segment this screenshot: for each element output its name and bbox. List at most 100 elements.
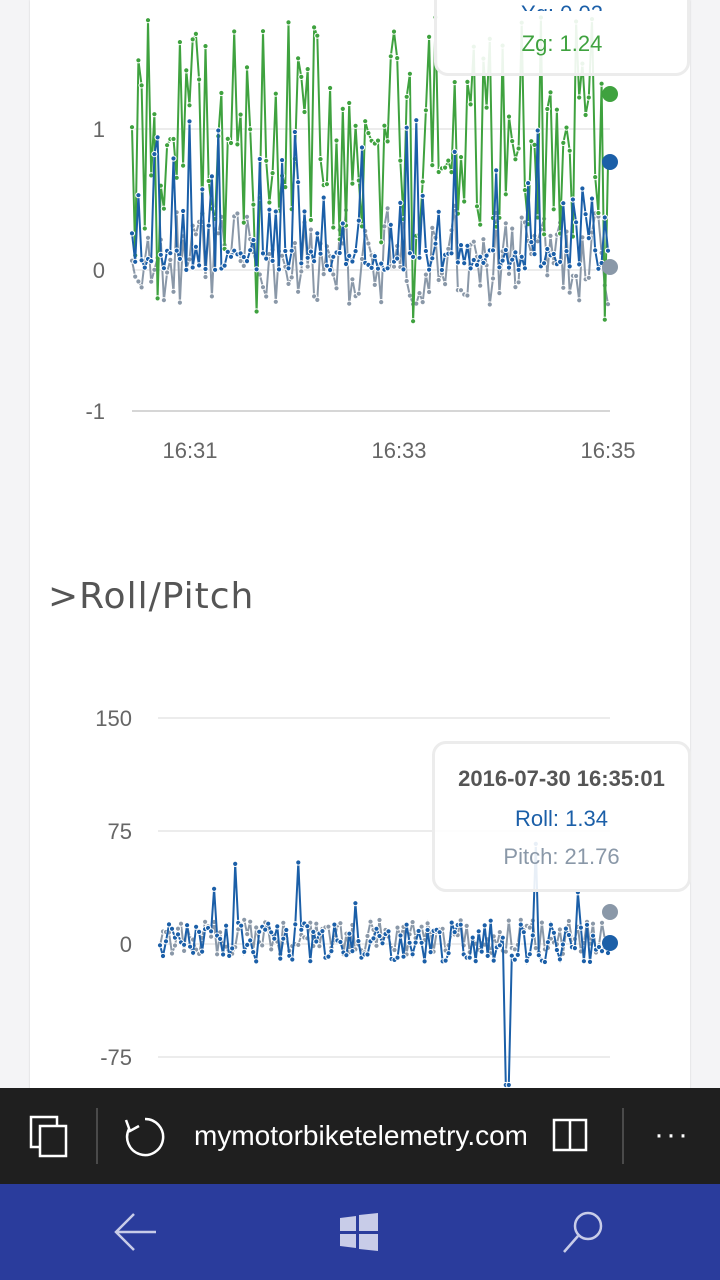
roll-point: [355, 938, 362, 945]
zg-point: [327, 84, 334, 92]
xg-point: [346, 300, 353, 307]
zg-point: [467, 101, 474, 108]
chart-tooltip: Yg: 0.02 Zg: 1.24: [434, 0, 690, 76]
yg-point: [400, 266, 407, 273]
roll-point: [174, 931, 182, 938]
xg-point: [135, 278, 142, 285]
address-bar-url[interactable]: mymotorbiketelemetry.com: [194, 1120, 526, 1151]
zg-point: [301, 108, 308, 116]
roll-point: [514, 951, 521, 959]
yg-point: [448, 250, 455, 257]
zg-point: [390, 28, 398, 35]
zg-point: [196, 76, 203, 83]
roll-point: [277, 955, 284, 962]
zg-point: [183, 67, 190, 74]
yg-point: [170, 155, 177, 162]
yg-point: [464, 242, 471, 249]
roll-point: [162, 938, 170, 945]
series-end-marker-xg: [602, 259, 618, 275]
yg-point: [240, 253, 247, 261]
roll-point: [517, 921, 524, 928]
yg-point: [157, 251, 164, 258]
x-tick-label: 16:31: [162, 438, 217, 463]
pitch-point: [202, 918, 209, 925]
zg-point: [585, 94, 592, 101]
xg-point: [457, 287, 465, 294]
zg-point: [406, 70, 413, 77]
yg-point: [419, 192, 426, 199]
yg-point: [291, 128, 298, 136]
xg-point: [480, 236, 487, 243]
zg-point: [550, 206, 557, 213]
yg-point: [336, 249, 343, 257]
yg-point: [528, 239, 535, 246]
roll-point: [190, 949, 197, 956]
yg-point: [473, 261, 481, 269]
roll-point: [211, 885, 218, 892]
tabs-icon[interactable]: [28, 1114, 70, 1160]
roll-point: [436, 929, 443, 936]
roll-point: [376, 932, 383, 940]
roll-pitch-chart: 150 75 0 -75: [95, 706, 618, 1089]
series-end-marker-pitch: [602, 904, 618, 920]
xg-point: [566, 289, 573, 296]
xg-point: [164, 269, 171, 276]
zg-point: [218, 89, 225, 97]
zg-point: [553, 106, 561, 113]
yg-point: [540, 260, 548, 267]
zg-point: [243, 64, 251, 71]
roll-point: [511, 956, 518, 963]
search-icon[interactable]: [560, 1208, 608, 1256]
zg-point: [141, 225, 148, 232]
refresh-icon[interactable]: [122, 1114, 168, 1160]
reading-view-icon[interactable]: [550, 1116, 594, 1156]
yg-point: [426, 266, 433, 273]
zg-point: [410, 318, 417, 325]
xg-point: [144, 234, 152, 241]
windows-logo-icon[interactable]: [338, 1212, 380, 1252]
pitch-point: [463, 922, 470, 930]
xg-point: [429, 224, 436, 231]
zg-point: [189, 36, 196, 43]
roll-point: [168, 925, 176, 932]
yg-point: [403, 124, 410, 131]
chart-tooltip: 2016-07-30 16:35:01 Roll: 1.34 Pitch: 21…: [432, 741, 691, 892]
yg-point: [544, 245, 551, 253]
roll-point: [337, 938, 344, 946]
zg-point: [442, 164, 449, 171]
yg-point: [192, 243, 199, 250]
zg-point: [304, 66, 311, 73]
zg-point: [135, 57, 142, 64]
zg-point: [362, 118, 369, 125]
xg-point: [288, 274, 295, 281]
roll-point: [307, 958, 314, 965]
zg-point: [563, 124, 570, 131]
pitch-point: [391, 946, 398, 954]
xg-point: [560, 284, 567, 291]
roll-point: [580, 958, 588, 965]
xg-point: [320, 271, 327, 278]
roll-point: [562, 925, 570, 932]
tooltip-roll-line: Roll: 1.34: [515, 806, 608, 831]
roll-point: [559, 941, 567, 948]
pitch-point: [373, 942, 380, 949]
more-menu-button[interactable]: ···: [654, 1118, 690, 1151]
roll-pitch-heading: >Roll/Pitch: [48, 576, 255, 617]
yg-point: [342, 260, 350, 268]
roll-point: [547, 921, 555, 928]
roll-point: [427, 949, 434, 956]
yg-point: [493, 167, 500, 174]
roll-point: [343, 952, 350, 959]
yg-point: [576, 261, 583, 268]
zg-point: [231, 28, 238, 35]
zg-point: [512, 156, 519, 163]
pitch-point: [409, 919, 416, 926]
yg-point: [461, 260, 468, 267]
xg-point: [298, 268, 305, 275]
roll-point: [244, 941, 251, 949]
back-arrow-icon[interactable]: [112, 1210, 160, 1254]
yg-point: [298, 260, 305, 267]
zg-point: [381, 122, 388, 129]
zg-point: [483, 104, 490, 111]
roll-point: [466, 954, 473, 961]
